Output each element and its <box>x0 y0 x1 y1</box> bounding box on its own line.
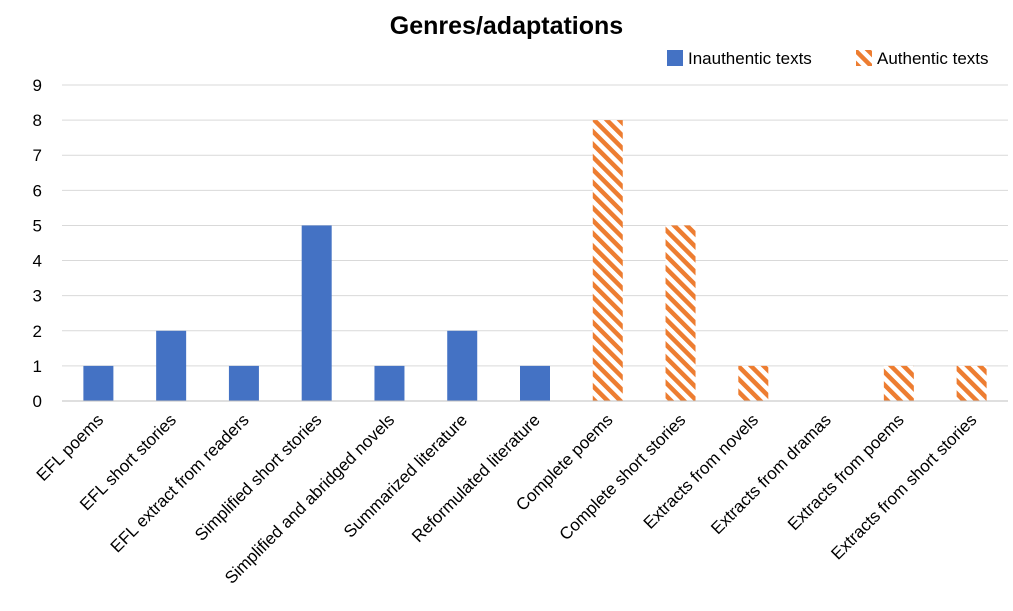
bar-inauthentic-5 <box>447 330 478 401</box>
bar-inauthentic-3 <box>301 225 332 401</box>
y-tick-label: 3 <box>33 287 42 306</box>
bar-authentic-8 <box>665 225 696 401</box>
y-tick-label: 6 <box>33 181 42 200</box>
legend-swatch-inauthentic <box>667 50 683 66</box>
y-tick-label: 5 <box>33 216 42 235</box>
legend-swatch-authentic <box>856 50 872 66</box>
bar-inauthentic-0 <box>83 365 114 401</box>
bar-authentic-7 <box>592 120 623 401</box>
bars <box>83 120 987 401</box>
bar-authentic-9 <box>738 365 769 401</box>
x-tick-label: Simplified short stories <box>191 410 325 544</box>
chart-title: Genres/adaptations <box>389 12 624 40</box>
gridlines <box>62 84 1008 367</box>
bar-authentic-11 <box>883 365 914 401</box>
y-tick-label: 9 <box>33 76 42 95</box>
y-tick-label: 8 <box>33 111 42 130</box>
x-tick-label: Summarized literature <box>340 410 471 541</box>
x-tick-label: Reformulated literature <box>408 410 544 546</box>
y-axis: 0 1 2 3 4 5 6 7 8 9 <box>33 76 42 411</box>
x-tick-label: EFL poems <box>33 410 107 484</box>
bar-inauthentic-4 <box>374 365 405 401</box>
y-tick-label: 1 <box>33 357 42 376</box>
legend: Inauthentic texts Authentic texts <box>667 49 989 68</box>
bar-inauthentic-1 <box>156 330 187 401</box>
x-tick-label: Extracts from dramas <box>707 410 835 538</box>
y-tick-label: 4 <box>33 252 42 271</box>
y-tick-label: 7 <box>33 146 42 165</box>
bar-authentic-12 <box>956 365 987 401</box>
y-tick-label: 2 <box>33 322 42 341</box>
legend-label-inauthentic: Inauthentic texts <box>688 49 812 68</box>
legend-label-authentic: Authentic texts <box>877 49 989 68</box>
x-tick-label: Extracts from short stories <box>827 410 980 563</box>
x-tick-label: Complete short stories <box>556 410 690 544</box>
bar-inauthentic-2 <box>228 365 259 401</box>
bar-inauthentic-6 <box>520 365 550 401</box>
x-tick-label: EFL extract from readers <box>107 410 253 556</box>
y-tick-label: 0 <box>33 392 42 411</box>
